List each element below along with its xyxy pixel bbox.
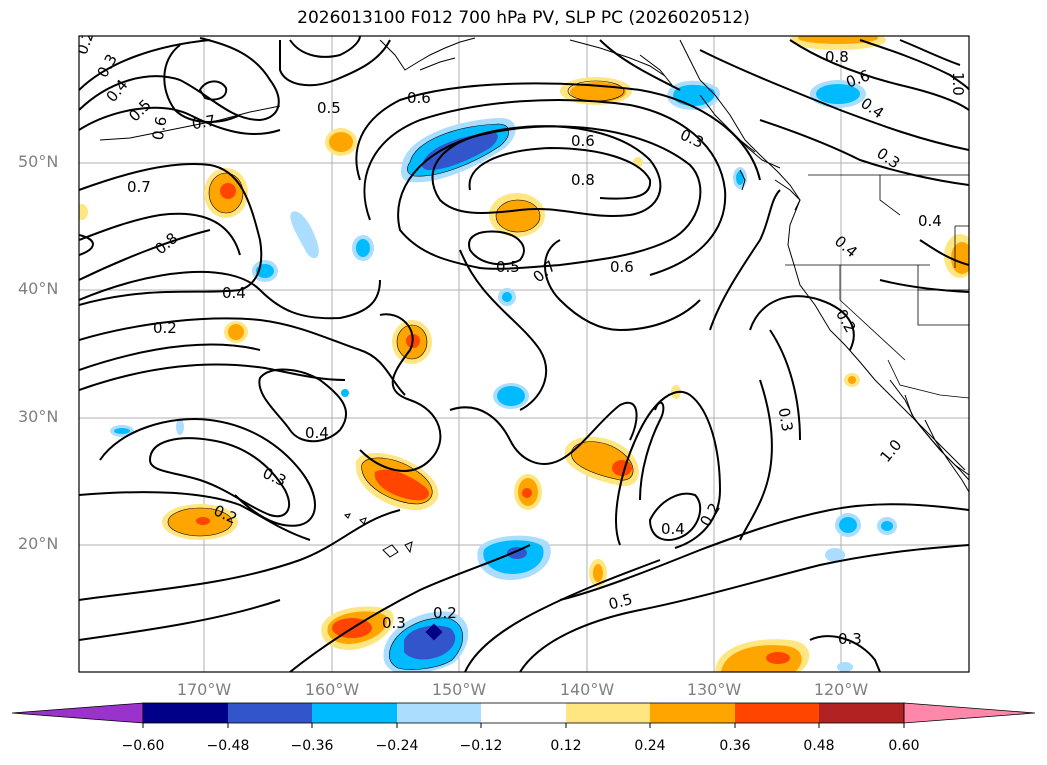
colorbar-tick-label: −0.60 xyxy=(121,738,165,754)
contour-label: 0.7 xyxy=(190,111,217,133)
map-title: 2026013100 F012 700 hPa PV, SLP PC (2026… xyxy=(297,8,750,28)
colorbar-segment xyxy=(143,703,228,723)
contour-label: 0.3 xyxy=(775,406,797,433)
contour-label: 0.8 xyxy=(571,171,595,189)
contour-label: 0.6 xyxy=(149,115,171,142)
contour-label: 0.7 xyxy=(127,178,151,196)
contour-label: 0.6 xyxy=(610,258,634,276)
contour-label: 0.5 xyxy=(607,590,635,614)
contour-label: 0.8 xyxy=(825,48,849,66)
colorbar-segment xyxy=(228,703,312,723)
lon-label: 170°W xyxy=(176,680,232,699)
colorbar-extend-low xyxy=(11,702,144,724)
contour-label: 0.5 xyxy=(496,258,520,276)
contour-label: 1.0 xyxy=(949,72,967,96)
colorbar-segment xyxy=(312,703,397,723)
lat-label: 50°N xyxy=(18,152,59,171)
contour-label: 0.4 xyxy=(661,520,685,538)
contour-label: 0.2 xyxy=(153,319,177,337)
lon-label: 160°W xyxy=(304,680,360,699)
colorbar-extend-high xyxy=(903,702,1036,724)
contour-label: 0.2 xyxy=(433,604,457,622)
pv-shading xyxy=(79,36,969,672)
colorbar-tick-label: −0.36 xyxy=(290,738,334,754)
colorbar xyxy=(11,702,1036,728)
colorbar-segment xyxy=(397,703,481,723)
pv-blob-negative xyxy=(110,80,897,672)
colorbar-tick-label: −0.12 xyxy=(459,738,503,754)
lat-label: 40°N xyxy=(18,279,59,298)
lat-label: 20°N xyxy=(18,534,59,553)
colorbar-tick-label: 0.24 xyxy=(634,738,666,754)
slp-contours xyxy=(79,36,969,672)
colorbar-segment xyxy=(735,703,819,723)
map-frame xyxy=(78,35,970,673)
colorbar-tick-label: 0.48 xyxy=(803,738,835,754)
colorbar-segment xyxy=(819,703,904,723)
colorbar-tick-label: 0.60 xyxy=(888,738,920,754)
contour-label: 0.6 xyxy=(571,132,595,150)
colorbar-tick-label: −0.24 xyxy=(375,738,419,754)
lon-label: 150°W xyxy=(431,680,487,699)
colorbar-tick-label: 0.12 xyxy=(550,738,582,754)
contour-label: 0.3 xyxy=(838,630,862,648)
lon-label: 120°W xyxy=(813,680,869,699)
colorbar-tick-label: 0.36 xyxy=(719,738,751,754)
colorbar-segment xyxy=(650,703,735,723)
colorbar-segment xyxy=(566,703,650,723)
borders xyxy=(785,174,969,399)
contour-label: 0.3 xyxy=(382,614,406,632)
lat-label: 30°N xyxy=(18,407,59,426)
lon-label: 130°W xyxy=(686,680,742,699)
gridlines xyxy=(79,36,969,672)
contour-label: 0.5 xyxy=(317,99,341,117)
contour-label: 0.4 xyxy=(305,424,329,442)
contour-label: 0.6 xyxy=(407,89,431,107)
pv-blob-positive xyxy=(79,36,969,672)
pv-outlines xyxy=(167,80,634,670)
contour-label: 0.4 xyxy=(222,284,246,302)
lon-label: 140°W xyxy=(559,680,615,699)
colorbar-segment xyxy=(481,703,566,723)
contour-label: 0.4 xyxy=(918,212,942,230)
colorbar-tick-label: −0.48 xyxy=(206,738,250,754)
